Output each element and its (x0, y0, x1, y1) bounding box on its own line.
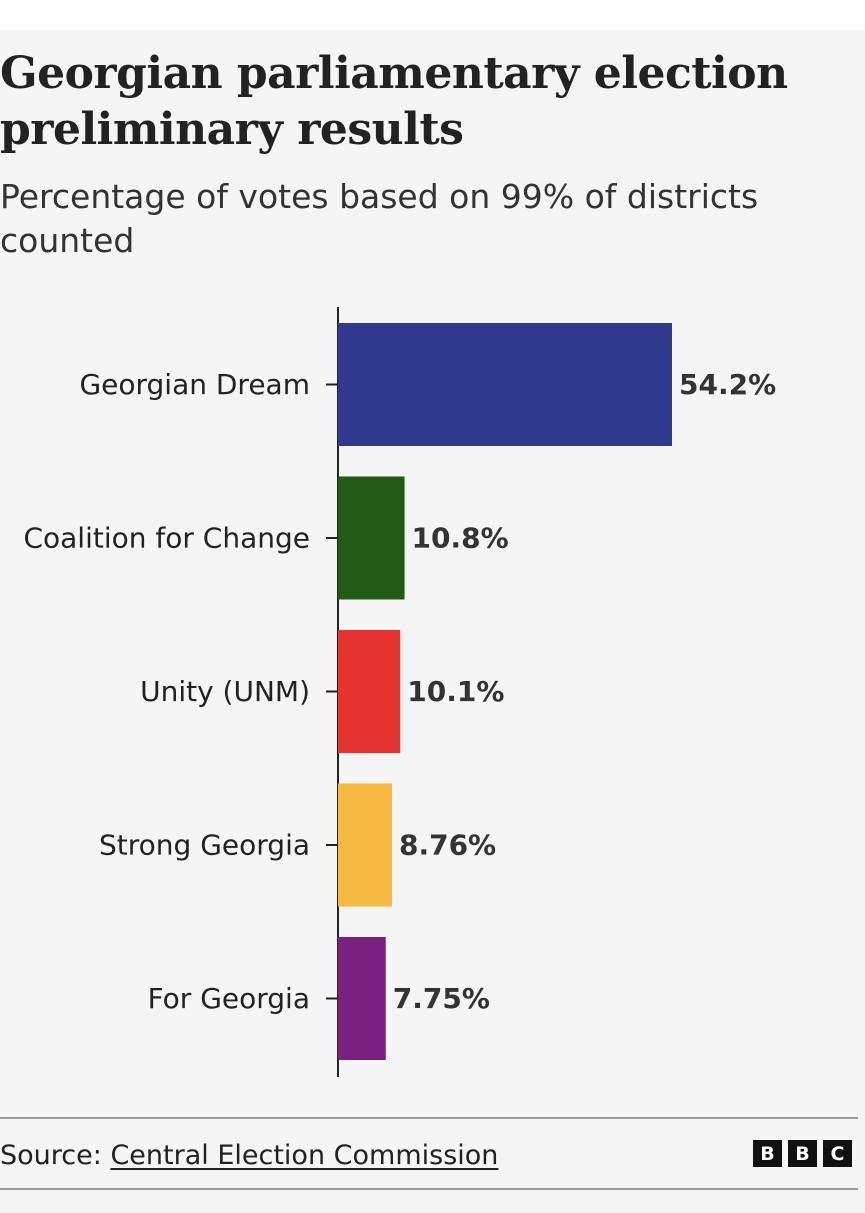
value-label: 7.75% (393, 982, 490, 1015)
category-label: Strong Georgia (99, 829, 310, 862)
chart-panel (0, 30, 865, 1213)
source-prefix: Source: (0, 1140, 102, 1171)
bbc-logo-letter: B (753, 1140, 782, 1167)
chart-subtitle: Percentage of votes based on 99% of dist… (0, 177, 759, 260)
source-link[interactable]: Central Election Commission (110, 1140, 499, 1171)
category-label: For Georgia (148, 982, 310, 1015)
value-label: 10.1% (407, 675, 504, 708)
bar (338, 630, 401, 753)
bar-chart: Georgian Dream 54.2% Coalition for Change 1… (23, 307, 776, 1077)
bbc-logo-letter: C (823, 1140, 852, 1167)
bar (338, 476, 405, 600)
category-label: Georgian Dream (79, 368, 310, 401)
category-label: Unity (UNM) (140, 675, 310, 708)
footer-top-rule (0, 1117, 858, 1119)
footer-bottom-rule (0, 1188, 858, 1190)
bbc-logo: B B C (753, 1140, 852, 1167)
value-label: 10.8% (412, 522, 509, 555)
bar (338, 937, 386, 1060)
category-label: Coalition for Change (23, 522, 310, 555)
bar (338, 783, 392, 907)
value-label: 8.76% (399, 829, 496, 862)
bbc-logo-letter: B (788, 1140, 817, 1167)
chart-title: Georgian parliamentary election prelimin… (0, 48, 788, 155)
value-label: 54.2% (679, 368, 776, 401)
source-line: Source: Central Election Commission (0, 1138, 498, 1174)
bar (338, 323, 672, 446)
